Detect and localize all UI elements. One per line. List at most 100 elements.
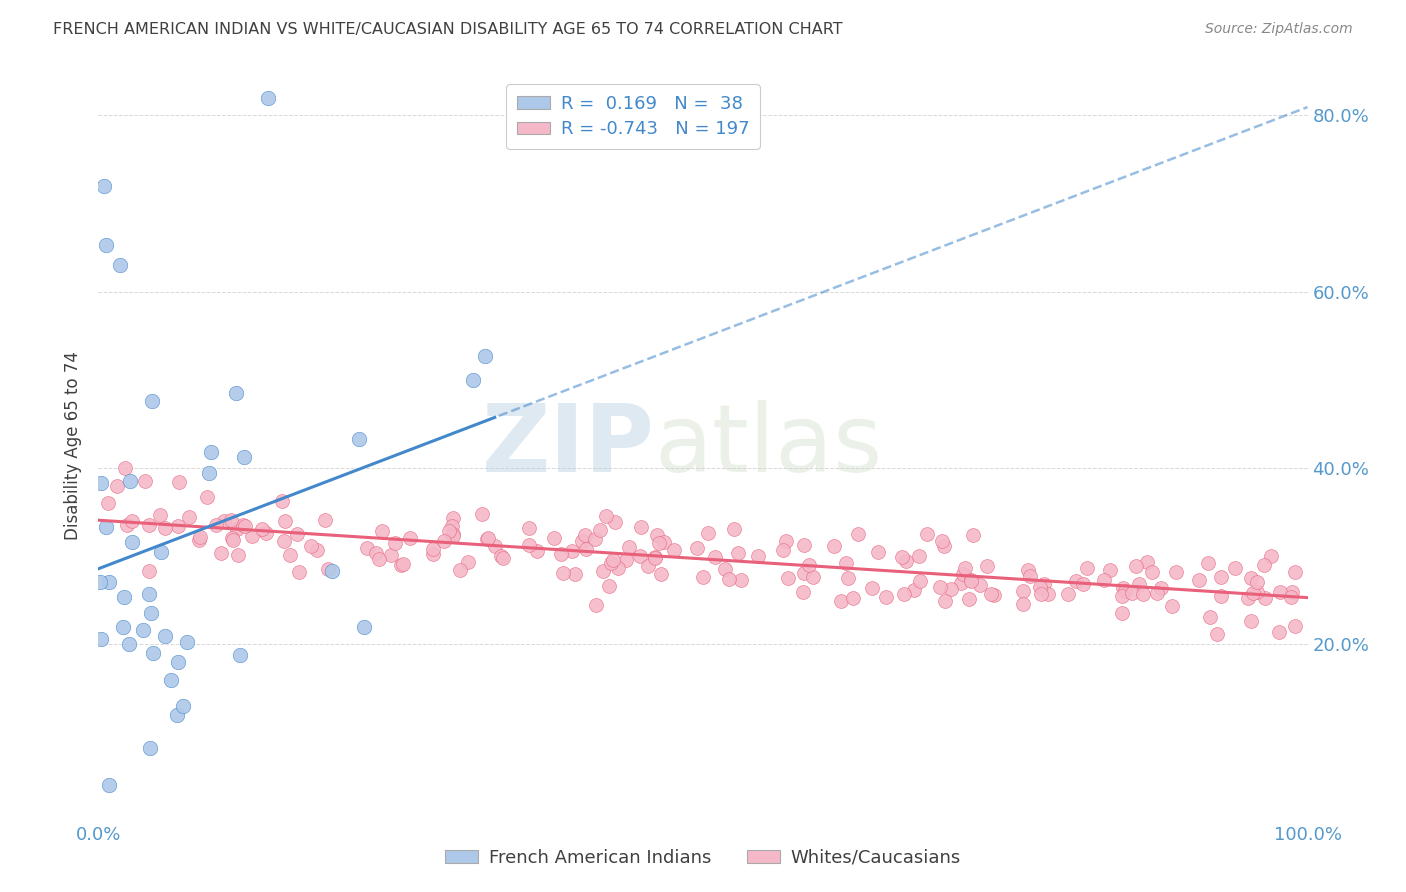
Point [1011, 598, 1033, 612]
Point [1188, 573, 1211, 587]
Point [278, 548, 301, 562]
Point [543, 531, 565, 545]
Point [600, 556, 623, 570]
Point [142, 646, 165, 660]
Point [648, 536, 671, 550]
Point [149, 508, 172, 523]
Point [441, 528, 464, 542]
Point [628, 549, 651, 564]
Point [941, 582, 963, 596]
Point [366, 546, 388, 560]
Point [1150, 582, 1173, 596]
Point [932, 539, 955, 553]
Y-axis label: Disability Age 65 to 74: Disability Age 65 to 74 [65, 351, 83, 541]
Point [1092, 574, 1115, 588]
Point [477, 531, 499, 545]
Point [1268, 624, 1291, 639]
Point [474, 349, 496, 363]
Point [931, 533, 953, 548]
Point [392, 558, 415, 572]
Point [449, 563, 471, 577]
Point [105, 478, 128, 492]
Point [1146, 586, 1168, 600]
Point [1076, 561, 1098, 575]
Point [1284, 619, 1306, 633]
Point [969, 578, 991, 592]
Point [316, 562, 339, 576]
Point [697, 526, 720, 541]
Point [1205, 627, 1227, 641]
Point [226, 548, 249, 562]
Point [860, 581, 883, 595]
Point [846, 527, 869, 541]
Point [866, 545, 889, 559]
Point [1240, 571, 1263, 585]
Point [222, 533, 245, 547]
Point [650, 567, 672, 582]
Point [433, 533, 456, 548]
Point [1199, 609, 1222, 624]
Point [233, 450, 256, 464]
Point [960, 573, 983, 587]
Point [134, 474, 156, 488]
Point [1211, 570, 1233, 584]
Point [232, 517, 254, 532]
Point [1253, 558, 1275, 573]
Point [837, 571, 859, 585]
Point [602, 553, 624, 567]
Point [953, 561, 976, 575]
Point [1209, 589, 1232, 603]
Point [121, 535, 143, 549]
Point [893, 587, 915, 601]
Point [256, 91, 278, 105]
Point [1111, 589, 1133, 603]
Point [138, 564, 160, 578]
Point [440, 518, 463, 533]
Point [793, 538, 815, 552]
Point [957, 592, 980, 607]
Point [583, 532, 606, 546]
Point [1038, 587, 1060, 601]
Point [221, 513, 243, 527]
Text: Source: ZipAtlas.com: Source: ZipAtlas.com [1205, 22, 1353, 37]
Point [121, 514, 143, 528]
Point [823, 539, 845, 553]
Point [617, 540, 640, 554]
Point [526, 544, 548, 558]
Point [389, 558, 412, 572]
Point [607, 561, 630, 575]
Point [484, 539, 506, 553]
Point [437, 524, 460, 538]
Point [1161, 599, 1184, 613]
Point [195, 490, 218, 504]
Point [141, 606, 163, 620]
Point [443, 510, 465, 524]
Point [285, 527, 308, 541]
Point [614, 553, 637, 567]
Point [551, 566, 574, 580]
Legend: R =  0.169   N =  38, R = -0.743   N = 197: R = 0.169 N = 38, R = -0.743 N = 197 [506, 84, 761, 149]
Point [172, 699, 194, 714]
Point [228, 648, 250, 662]
Point [598, 579, 620, 593]
Point [1246, 585, 1268, 599]
Point [662, 542, 685, 557]
Point [138, 741, 160, 756]
Point [200, 444, 222, 458]
Point [714, 562, 737, 576]
Point [138, 518, 160, 533]
Point [97, 496, 120, 510]
Point [571, 534, 593, 549]
Point [797, 558, 820, 572]
Point [561, 544, 583, 558]
Point [517, 521, 540, 535]
Point [875, 591, 897, 605]
Point [592, 564, 614, 578]
Point [93, 178, 115, 193]
Point [1032, 577, 1054, 591]
Point [575, 541, 598, 556]
Point [983, 589, 1005, 603]
Point [692, 570, 714, 584]
Point [422, 547, 444, 561]
Point [1029, 580, 1052, 594]
